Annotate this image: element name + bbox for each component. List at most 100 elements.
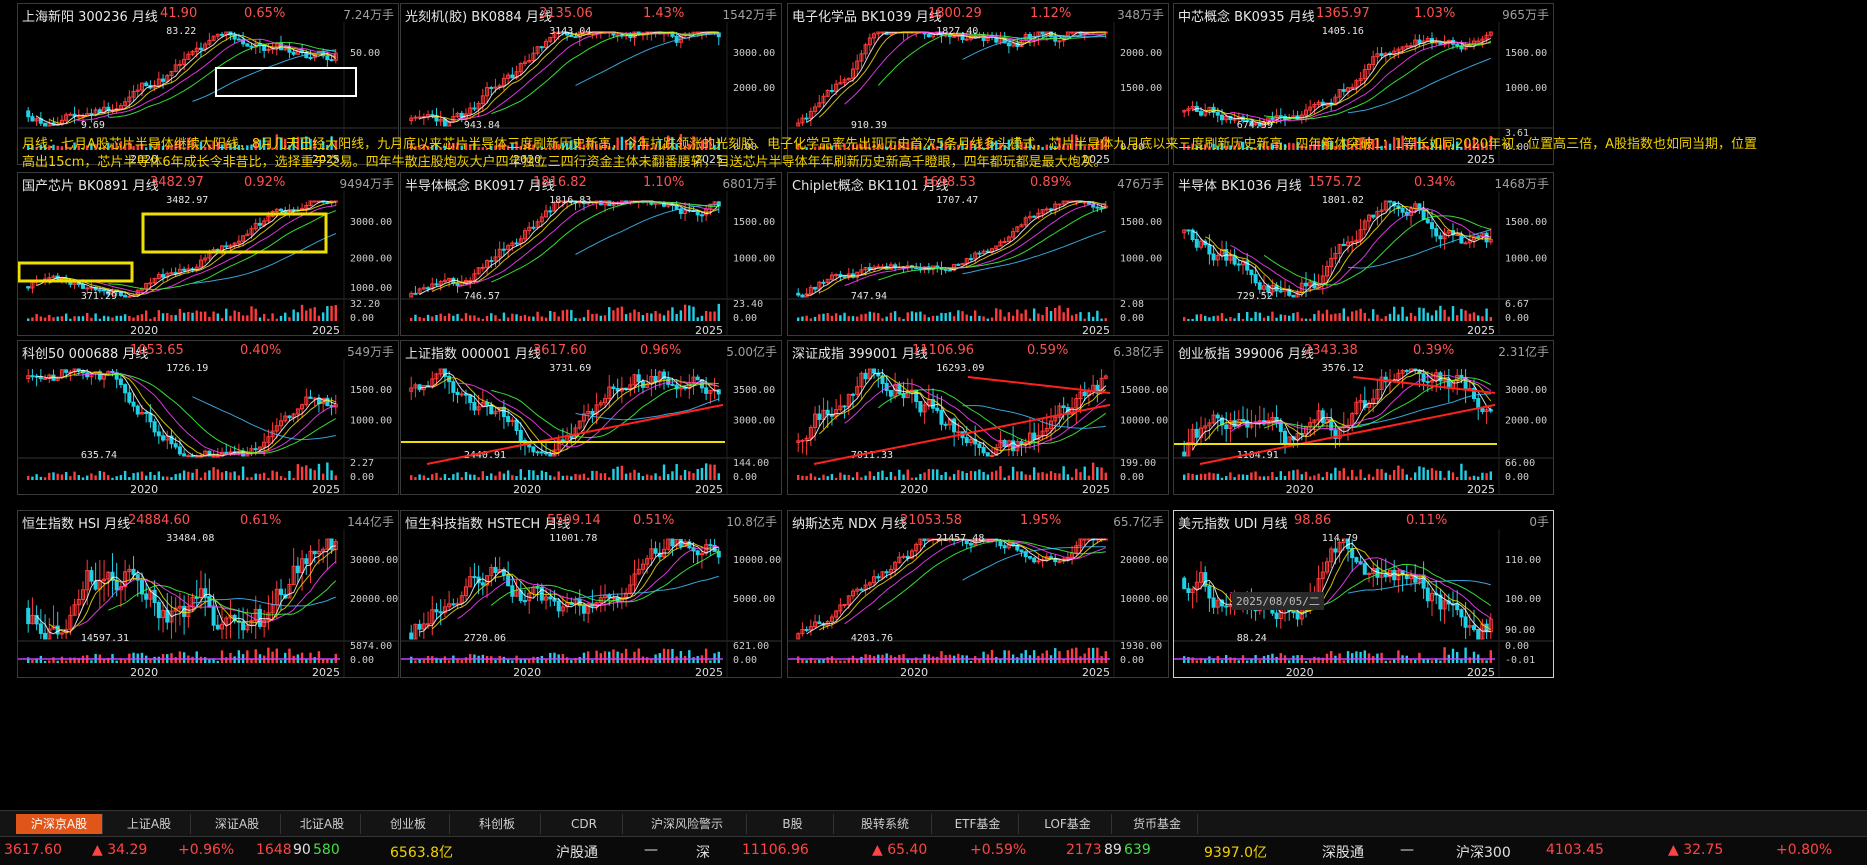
instrument-volume: 144亿手 [347, 515, 394, 529]
high-label: 1726.19 [166, 363, 208, 374]
high-label: 3576.12 [1322, 363, 1364, 374]
kline-chart[interactable]: 11001.78 2720.06 10000.00 5000.00 621.00 0.00… [401, 511, 782, 678]
sh-down-count: 580 [313, 842, 340, 858]
high-label: 11001.78 [549, 533, 597, 544]
kline-chart[interactable]: 1707.47 747.94 1500.00 1000.00 2.08 0.00 2025 [788, 173, 1169, 336]
year-label-end: 2025 [1467, 153, 1495, 165]
chart-panel-3[interactable]: 中芯概念 BK0935 月线 1365.97 1.03% 965万手 1405.16 67… [1173, 3, 1554, 165]
chart-panel-9[interactable]: 上证指数 000001 月线 3617.60 0.96% 5.00亿手 3731.69 2… [400, 340, 782, 495]
tab-2[interactable]: 深证A股 [194, 814, 281, 834]
axis-label-y1: 15000.00 [1120, 385, 1168, 396]
kline-chart[interactable]: 83.22 9.69 50.00 2020 2025 [18, 4, 399, 165]
instrument-name: 深证成指 399001 月线 [792, 347, 928, 362]
annotation-text: 月线：七月A股芯片半导体继续大阳线，8月几天已经大阳线，九月底以来芯片半导体三度… [22, 137, 1757, 170]
axis-label-y1: 1500.00 [1120, 217, 1162, 228]
year-label-start: 2020 [130, 666, 158, 678]
instrument-pct: 0.11% [1406, 513, 1448, 528]
chart-panel-11[interactable]: 创业板指 399006 月线 2343.38 0.39% 2.31亿手 3576.12 1… [1173, 340, 1554, 495]
kline-chart[interactable]: 3731.69 2440.91 3500.00 3000.00 144.00 0.00 20… [401, 341, 782, 495]
year-label-start: 2020 [1286, 483, 1314, 495]
panel-header: 半导体 BK1036 月线 1575.72 0.34% 1468万手 [1178, 175, 1549, 194]
axis-label-y1: 20000.00 [1120, 555, 1168, 566]
chart-panel-12[interactable]: 恒生指数 HSI 月线 24884.60 0.61% 144亿手 33484.08 145… [17, 510, 399, 678]
axis-label-y1: 3000.00 [733, 48, 775, 59]
tab-12[interactable]: 货币基金 [1117, 814, 1198, 834]
kline-chart[interactable]: 33484.08 14597.31 30000.00 20000.00 5874.00 0… [18, 511, 399, 678]
kline-chart[interactable]: 1726.19 635.74 1500.00 1000.00 2.27 0.00 2020 2… [18, 341, 399, 495]
panel-header: Chiplet概念 BK1101 月线 1698.53 0.89% 476万手 [792, 175, 1164, 194]
kline-chart[interactable]: 16293.09 7011.33 15000.00 10000.00 199.00 0.0… [788, 341, 1169, 495]
tab-3[interactable]: 北证A股 [284, 814, 361, 834]
kline-chart[interactable]: 3482.97 371.29 3000.00 2000.00 1000.00 32.20 0… [18, 173, 399, 336]
sz-index-value: 11106.96 [742, 842, 809, 858]
chart-panel-10[interactable]: 深证成指 399001 月线 11106.96 0.59% 6.38亿手 16293.0… [787, 340, 1169, 495]
kline-chart[interactable]: 1827.40 910.39 2000.00 1500.00 0.00 2025 [788, 4, 1169, 165]
instrument-pct: 1.95% [1020, 513, 1062, 528]
axis-label-y2: 1000.00 [1505, 253, 1547, 264]
axis-label-v1: 2.08 [1120, 299, 1144, 310]
tab-10[interactable]: ETF基金 [937, 814, 1019, 834]
hs300-label[interactable]: 沪深300 [1456, 845, 1511, 861]
low-label: 9.69 [81, 120, 105, 131]
chart-panel-7[interactable]: 半导体 BK1036 月线 1575.72 0.34% 1468万手 1801.02 72… [1173, 172, 1554, 336]
chart-panel-5[interactable]: 半导体概念 BK0917 月线 1816.82 1.10% 6801万手 1816.83… [400, 172, 782, 336]
instrument-name: 创业板指 399006 月线 [1178, 347, 1314, 362]
year-label-start: 2020 [130, 483, 158, 495]
year-label-end: 2025 [695, 153, 723, 165]
panel-header: 恒生科技指数 HSTECH 月线 5509.14 0.51% 10.8亿手 [405, 513, 777, 532]
chart-panel-1[interactable]: 光刻机(胶) BK0884 月线 3135.06 1.43% 1542万手 3143.0… [400, 3, 782, 165]
instrument-pct: 0.65% [244, 6, 286, 21]
high-label: 1405.16 [1322, 26, 1364, 37]
year-label-end: 2025 [1467, 666, 1495, 678]
hgt-label[interactable]: 沪股通 [556, 845, 598, 861]
sgt-label[interactable]: 深股通 [1322, 845, 1364, 861]
tab-7[interactable]: 沪深风险警示 [628, 814, 747, 834]
tab-0[interactable]: 沪深京A股 [16, 814, 103, 834]
chart-panel-4[interactable]: 国产芯片 BK0891 月线 3482.97 0.92% 9494万手 3482.97 3… [17, 172, 399, 336]
kline-chart[interactable]: 3576.12 1104.91 3000.00 2000.00 66.00 0.00 202… [1174, 341, 1554, 495]
kline-chart[interactable]: 1816.83 746.57 1500.00 1000.00 23.40 0.00 2025 [401, 173, 782, 336]
chart-grid: 上海新阳 300236 月线 41.90 0.65% 7.24万手 83.22 9.69 5… [17, 3, 1554, 678]
axis-label-y1: 3000.00 [350, 217, 392, 228]
year-label-end: 2025 [695, 324, 723, 336]
tab-1[interactable]: 上证A股 [108, 814, 191, 834]
chart-panel-13[interactable]: 恒生科技指数 HSTECH 月线 5509.14 0.51% 10.8亿手 11001.… [400, 510, 782, 678]
panel-header: 中芯概念 BK0935 月线 1365.97 1.03% 965万手 [1178, 6, 1549, 25]
instrument-volume: 1542万手 [722, 8, 777, 22]
tab-6[interactable]: CDR [546, 814, 623, 834]
axis-label-v2: -0.01 [1505, 655, 1535, 666]
axis-label-y1: 1500.00 [1505, 48, 1547, 59]
chart-panel-14[interactable]: 纳斯达克 NDX 月线 21053.58 1.95% 65.7亿手 21457.48 42… [787, 510, 1169, 678]
axis-label-v1: 199.00 [1120, 458, 1156, 469]
axis-label-v2: 0.00 [350, 655, 374, 666]
axis-label-y3: 1000.00 [350, 283, 392, 294]
kline-chart[interactable]: 114.79 88.24 110.00 100.00 90.00 0.00 -0.01 202… [1174, 511, 1554, 678]
axis-label-v2: 0.00 [733, 655, 757, 666]
axis-label-y1: 2000.00 [1120, 48, 1162, 59]
instrument-price: 1698.53 [922, 175, 976, 190]
instrument-pct: 0.61% [240, 513, 282, 528]
axis-label-v2: 0.00 [350, 472, 374, 483]
tab-9[interactable]: 股转系统 [839, 814, 932, 834]
sh-amount: 6563.8亿 [390, 845, 453, 861]
kline-chart[interactable]: 3143.04 943.84 3000.00 2000.00 0.00 2020 2025 [401, 4, 782, 165]
axis-label-y2: 1000.00 [350, 415, 392, 426]
sz-up-count: 2173 [1066, 842, 1102, 858]
instrument-price: 21053.58 [900, 513, 963, 528]
chart-panel-8[interactable]: 科创50 000688 月线 1053.65 0.40% 549万手 1726.19 63… [17, 340, 399, 495]
instrument-name: 电子化学品 BK1039 月线 [792, 10, 942, 25]
chart-panel-0[interactable]: 上海新阳 300236 月线 41.90 0.65% 7.24万手 83.22 9.69 5… [17, 3, 399, 165]
tab-5[interactable]: 科创板 [454, 814, 541, 834]
tab-4[interactable]: 创业板 [367, 814, 450, 834]
kline-chart[interactable]: 1801.02 729.52 1500.00 1000.00 6.67 0.00 2025 [1174, 173, 1554, 336]
axis-label-v2: 0.00 [350, 313, 374, 324]
axis-label-y2: 3000.00 [733, 415, 775, 426]
kline-chart[interactable]: 1405.16 674.39 1500.00 1000.00 3.61 0.00 2025 [1174, 4, 1554, 165]
chart-panel-15[interactable]: 美元指数 UDI 月线 98.86 0.11% 0手 114.79 88.24 110.00… [1173, 510, 1554, 678]
tab-11[interactable]: LOF基金 [1024, 814, 1112, 834]
axis-label-y2: 100.00 [1505, 594, 1541, 605]
tab-8[interactable]: B股 [752, 814, 834, 834]
chart-panel-6[interactable]: Chiplet概念 BK1101 月线 1698.53 0.89% 476万手 1707… [787, 172, 1169, 336]
chart-panel-2[interactable]: 电子化学品 BK1039 月线 1800.29 1.12% 348万手 1827.40 9… [787, 3, 1169, 165]
kline-chart[interactable]: 21457.48 4203.76 20000.00 10000.00 1930.00 0.… [788, 511, 1169, 678]
